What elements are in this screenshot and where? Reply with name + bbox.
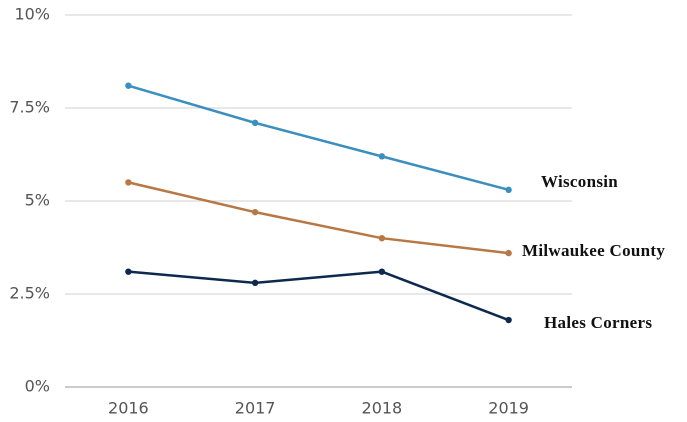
y-tick-label: 5% [25,191,50,210]
point [251,208,259,216]
point [125,179,132,186]
series-line [128,84,509,192]
point [251,279,259,287]
point [378,268,386,275]
x-tick-label: 2016 [108,399,149,418]
y-tick-label: 2.5% [9,284,50,303]
point [505,249,512,257]
point [125,268,132,275]
y-tick-label: 10% [14,5,50,24]
point [505,316,512,324]
point [125,82,132,89]
series-label: Wisconsin [541,172,618,191]
point [505,186,512,194]
x-tick-label: 2017 [235,399,276,418]
point [378,235,386,242]
series-line [128,270,510,322]
point [378,153,386,160]
y-tick-label: 0% [25,377,50,396]
x-tick-label: 2019 [488,399,529,418]
point [251,119,259,127]
series-label: Milwaukee County [522,241,665,260]
y-tick-label: 7.5% [9,98,50,117]
series-line [128,181,509,255]
series-label: Hales Corners [544,313,652,332]
x-tick-label: 2018 [362,399,403,418]
